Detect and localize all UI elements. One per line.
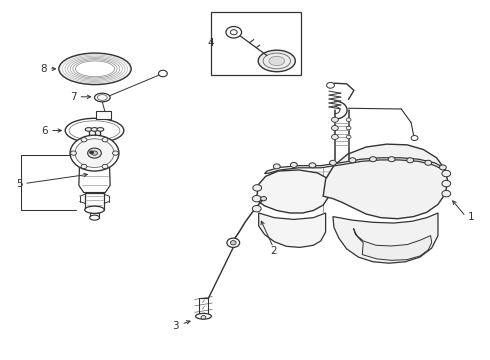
Ellipse shape bbox=[90, 215, 99, 220]
Circle shape bbox=[411, 135, 418, 140]
Polygon shape bbox=[323, 144, 448, 219]
Circle shape bbox=[331, 134, 338, 139]
Ellipse shape bbox=[91, 128, 98, 131]
Circle shape bbox=[331, 117, 338, 122]
Circle shape bbox=[327, 82, 334, 88]
Circle shape bbox=[92, 151, 98, 155]
Circle shape bbox=[330, 160, 336, 165]
Ellipse shape bbox=[97, 128, 104, 131]
Circle shape bbox=[227, 238, 240, 247]
Circle shape bbox=[407, 158, 414, 163]
Polygon shape bbox=[85, 193, 104, 210]
Text: 6: 6 bbox=[41, 126, 48, 135]
Text: 5: 5 bbox=[16, 179, 23, 189]
Ellipse shape bbox=[263, 53, 291, 69]
Circle shape bbox=[113, 151, 119, 155]
Ellipse shape bbox=[65, 118, 124, 143]
Circle shape bbox=[102, 138, 108, 142]
Circle shape bbox=[331, 126, 338, 131]
Polygon shape bbox=[259, 213, 326, 247]
Circle shape bbox=[346, 135, 351, 139]
Ellipse shape bbox=[69, 121, 120, 140]
Circle shape bbox=[88, 148, 101, 158]
Bar bbox=[97, 111, 111, 119]
Circle shape bbox=[71, 151, 76, 155]
Circle shape bbox=[440, 165, 446, 170]
Ellipse shape bbox=[98, 95, 107, 100]
Circle shape bbox=[309, 163, 316, 168]
Circle shape bbox=[253, 185, 262, 191]
Ellipse shape bbox=[95, 93, 110, 102]
Polygon shape bbox=[333, 213, 438, 263]
Ellipse shape bbox=[70, 135, 119, 171]
Circle shape bbox=[273, 164, 280, 169]
Ellipse shape bbox=[269, 56, 285, 66]
Circle shape bbox=[81, 138, 87, 142]
Circle shape bbox=[442, 170, 451, 177]
Polygon shape bbox=[265, 158, 445, 174]
Ellipse shape bbox=[85, 206, 104, 213]
Text: 2: 2 bbox=[270, 246, 277, 256]
Text: 7: 7 bbox=[70, 92, 76, 102]
Bar bbox=[211, 12, 301, 75]
Text: 1: 1 bbox=[467, 212, 474, 221]
Circle shape bbox=[369, 157, 376, 162]
Circle shape bbox=[425, 160, 432, 165]
Circle shape bbox=[102, 164, 108, 168]
Circle shape bbox=[90, 151, 94, 154]
Circle shape bbox=[442, 190, 451, 197]
Circle shape bbox=[442, 180, 451, 187]
Circle shape bbox=[346, 118, 351, 122]
Circle shape bbox=[252, 195, 261, 202]
Circle shape bbox=[201, 316, 206, 319]
Circle shape bbox=[346, 126, 351, 130]
Circle shape bbox=[81, 164, 87, 168]
Ellipse shape bbox=[75, 139, 114, 167]
Circle shape bbox=[349, 158, 356, 163]
Circle shape bbox=[252, 206, 261, 212]
Circle shape bbox=[230, 240, 236, 245]
Ellipse shape bbox=[258, 50, 295, 72]
Polygon shape bbox=[353, 228, 432, 260]
Text: 3: 3 bbox=[172, 321, 179, 331]
Circle shape bbox=[291, 162, 297, 167]
Ellipse shape bbox=[196, 314, 211, 319]
Polygon shape bbox=[79, 154, 110, 193]
Ellipse shape bbox=[85, 128, 92, 131]
Circle shape bbox=[388, 157, 395, 162]
Circle shape bbox=[159, 70, 167, 77]
Text: 4: 4 bbox=[207, 38, 214, 48]
Text: 8: 8 bbox=[40, 64, 47, 74]
Circle shape bbox=[261, 197, 267, 201]
Polygon shape bbox=[256, 170, 330, 213]
